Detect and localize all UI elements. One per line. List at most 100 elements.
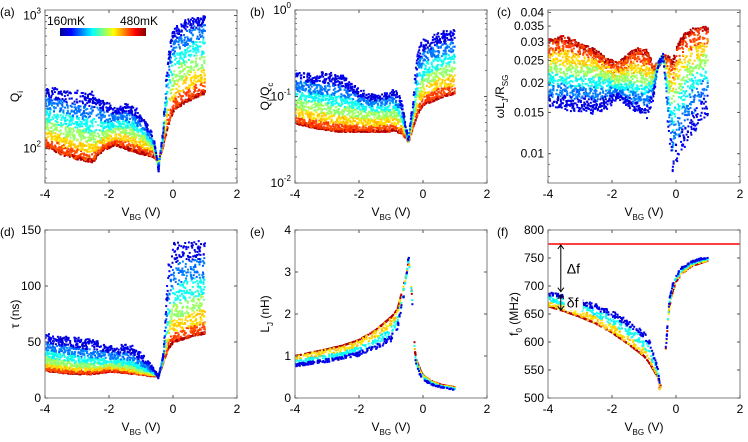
data-point — [428, 86, 431, 88]
data-point — [133, 117, 135, 120]
data-point — [128, 137, 131, 140]
data-point — [47, 127, 50, 130]
data-point — [70, 127, 73, 130]
data-point — [348, 129, 351, 132]
data-point — [191, 60, 194, 63]
data-point — [49, 146, 52, 149]
data-point — [60, 139, 63, 142]
data-point — [333, 114, 336, 117]
data-point — [327, 99, 330, 102]
data-point — [448, 64, 451, 66]
data-point — [63, 153, 66, 155]
data-point — [198, 21, 201, 24]
data-point — [363, 129, 365, 131]
data-point — [132, 147, 135, 150]
data-point — [45, 143, 48, 146]
data-point — [62, 117, 65, 120]
data-point — [178, 29, 181, 32]
data-point — [192, 93, 195, 96]
data-point — [193, 54, 196, 57]
data-point — [176, 32, 179, 35]
data-point — [337, 127, 340, 130]
data-point — [79, 95, 82, 98]
data-point — [425, 102, 428, 104]
data-point — [338, 119, 341, 122]
data-point — [317, 106, 320, 109]
data-point — [342, 113, 344, 116]
data-point — [167, 83, 169, 86]
data-point — [90, 143, 93, 146]
data-point — [121, 126, 124, 129]
data-point — [380, 121, 383, 123]
data-point — [171, 36, 174, 39]
data-point — [69, 132, 72, 135]
data-point — [179, 37, 182, 40]
data-point — [163, 113, 166, 116]
data-point — [180, 29, 183, 32]
data-point — [74, 106, 77, 109]
data-point — [296, 119, 299, 122]
data-point — [163, 136, 165, 139]
data-point — [303, 120, 306, 123]
data-point — [299, 120, 302, 123]
data-point — [169, 81, 172, 84]
data-point — [95, 114, 98, 117]
data-point — [431, 66, 434, 69]
data-point — [329, 125, 332, 128]
data-point — [395, 117, 398, 120]
data-point — [316, 114, 319, 117]
data-point — [70, 119, 73, 122]
data-point — [47, 146, 50, 149]
data-point — [193, 94, 196, 97]
data-point — [172, 100, 175, 103]
data-point — [56, 138, 59, 141]
data-point — [427, 91, 430, 94]
data-point — [192, 20, 194, 23]
data-point — [434, 76, 437, 79]
data-point — [131, 120, 134, 123]
data-point — [101, 105, 104, 108]
data-point — [122, 123, 125, 126]
data-point — [132, 125, 134, 128]
data-point — [117, 137, 120, 140]
data-point — [169, 59, 172, 62]
data-point — [361, 127, 364, 130]
data-point — [185, 41, 188, 44]
data-point — [197, 75, 199, 78]
data-point — [56, 104, 59, 107]
data-point — [382, 123, 385, 126]
data-point — [102, 149, 105, 152]
data-point — [83, 105, 85, 108]
data-point — [160, 151, 163, 154]
data-point — [110, 143, 113, 146]
data-point — [51, 90, 53, 93]
data-point — [184, 92, 187, 95]
data-point — [451, 57, 454, 59]
data-point — [177, 90, 180, 93]
data-point — [107, 118, 110, 121]
data-point — [324, 97, 327, 100]
data-point — [454, 67, 456, 70]
data-point — [152, 147, 155, 150]
data-point — [173, 50, 176, 53]
data-point — [202, 24, 205, 27]
data-point — [198, 28, 201, 31]
data-point — [93, 130, 96, 133]
data-point — [162, 134, 165, 137]
data-point — [426, 99, 428, 102]
data-point — [139, 135, 142, 138]
data-point — [106, 139, 109, 142]
data-point — [164, 133, 167, 136]
data-point — [111, 123, 114, 126]
data-point — [427, 93, 430, 96]
data-point — [137, 150, 140, 152]
data-point — [154, 153, 157, 156]
data-point — [423, 95, 426, 98]
data-point — [380, 126, 383, 129]
data-point — [186, 48, 189, 51]
data-point — [48, 113, 51, 116]
data-point — [348, 110, 351, 113]
data-point — [122, 120, 125, 123]
data-point — [51, 116, 54, 119]
data-point — [342, 117, 345, 119]
